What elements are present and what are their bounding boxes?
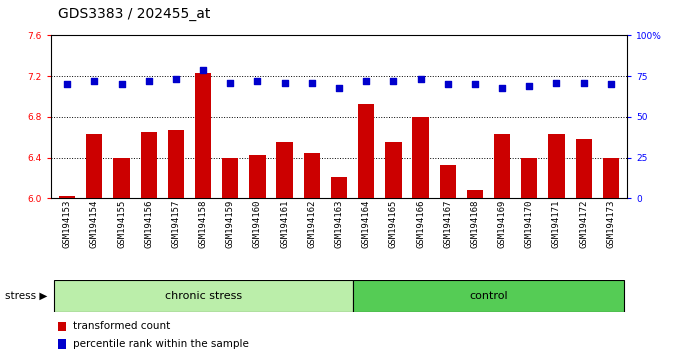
Text: percentile rank within the sample: percentile rank within the sample <box>73 339 248 349</box>
Point <box>306 80 317 85</box>
Point <box>143 78 154 84</box>
Bar <box>222 158 239 198</box>
Point <box>62 81 73 87</box>
Bar <box>140 132 157 198</box>
Bar <box>549 134 565 198</box>
Bar <box>195 73 212 198</box>
Bar <box>331 177 347 198</box>
Bar <box>250 155 266 198</box>
Text: chronic stress: chronic stress <box>165 291 241 301</box>
Bar <box>86 134 102 198</box>
Bar <box>113 158 129 198</box>
Bar <box>412 117 428 198</box>
Point <box>252 78 263 84</box>
Bar <box>576 139 592 198</box>
Bar <box>603 158 619 198</box>
Bar <box>304 154 320 198</box>
Bar <box>58 322 66 331</box>
Point <box>198 67 209 73</box>
Bar <box>521 158 538 198</box>
Bar <box>439 165 456 198</box>
Bar <box>167 130 184 198</box>
Bar <box>59 196 75 198</box>
Bar <box>358 104 374 198</box>
Point <box>605 81 616 87</box>
Point <box>415 76 426 82</box>
Point <box>442 81 453 87</box>
Bar <box>353 280 624 312</box>
Bar <box>58 339 66 349</box>
Point <box>469 81 480 87</box>
Point <box>89 78 100 84</box>
Point <box>497 85 508 90</box>
Point <box>551 80 562 85</box>
Bar <box>494 134 511 198</box>
Point <box>578 80 589 85</box>
Text: control: control <box>469 291 508 301</box>
Text: stress ▶: stress ▶ <box>5 291 47 301</box>
Point <box>170 76 181 82</box>
Text: transformed count: transformed count <box>73 321 170 331</box>
Bar <box>277 142 293 198</box>
Point <box>279 80 290 85</box>
Point <box>388 78 399 84</box>
Point <box>334 85 344 90</box>
Point <box>116 81 127 87</box>
Point <box>225 80 236 85</box>
Bar <box>54 280 353 312</box>
Point <box>361 78 372 84</box>
Point <box>524 83 535 89</box>
Bar <box>466 190 483 198</box>
Text: GDS3383 / 202455_at: GDS3383 / 202455_at <box>58 7 210 21</box>
Bar <box>385 142 401 198</box>
